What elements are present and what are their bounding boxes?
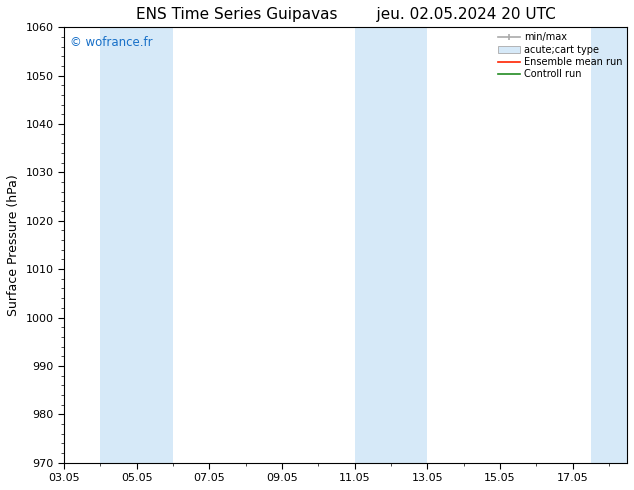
Y-axis label: Surface Pressure (hPa): Surface Pressure (hPa) bbox=[7, 174, 20, 316]
Bar bbox=[391, 27, 427, 463]
Title: ENS Time Series Guipavas        jeu. 02.05.2024 20 UTC: ENS Time Series Guipavas jeu. 02.05.2024… bbox=[136, 7, 555, 22]
Bar bbox=[354, 27, 391, 463]
Text: © wofrance.fr: © wofrance.fr bbox=[70, 36, 152, 49]
Bar bbox=[591, 27, 627, 463]
Legend: min/max, acute;cart type, Ensemble mean run, Controll run: min/max, acute;cart type, Ensemble mean … bbox=[496, 30, 624, 81]
Bar bbox=[100, 27, 173, 463]
